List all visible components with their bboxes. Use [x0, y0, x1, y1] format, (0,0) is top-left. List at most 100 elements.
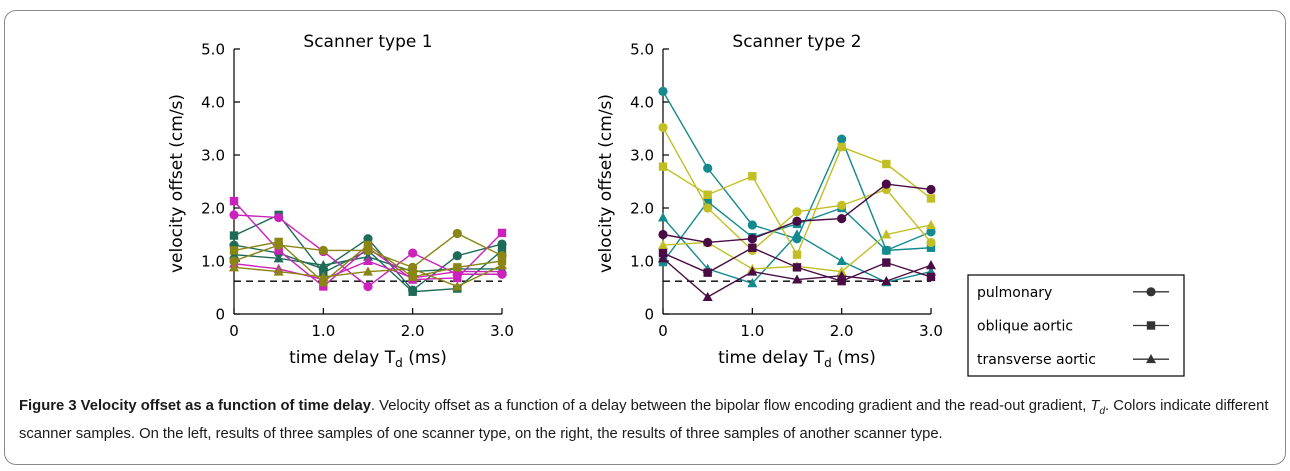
data-point-square: [229, 196, 239, 206]
chart-panel-2: 0 1.0 2.0 3.0 4.0 5.0 0 1.0 2.0 3.0 Scanner type 2…: [596, 32, 1185, 377]
data-point-triangle: [363, 266, 373, 276]
data-point-triangle: [363, 255, 373, 265]
data-point-circle: [658, 229, 668, 240]
data-point-square: [453, 273, 462, 283]
data-point-square: [792, 263, 802, 272]
data-point-square: [274, 246, 283, 255]
data-point-circle: [658, 86, 668, 96]
data-point-square: [229, 231, 239, 240]
series-8: [658, 243, 936, 286]
y-tick-label: 1.0: [630, 253, 654, 271]
data-point-triangle: [747, 278, 758, 288]
data-point-circle: [452, 228, 462, 239]
data-point-circle: [363, 281, 373, 292]
data-point-triangle: [926, 260, 936, 270]
data-point-square: [837, 276, 846, 286]
data-point-circle: [837, 214, 847, 224]
caption-td-symbol: Td: [1090, 398, 1106, 417]
data-point-square: [703, 268, 712, 277]
data-point-square: [363, 240, 373, 250]
x-axis-label-unit: (ms): [403, 348, 447, 368]
series-4: [658, 122, 936, 255]
data-point-triangle: [229, 262, 239, 272]
data-point-square: [229, 246, 239, 255]
data-point-triangle: [497, 266, 507, 276]
y-tick-label: 0: [644, 306, 654, 324]
data-point-square: [319, 282, 328, 291]
data-point-circle: [229, 256, 239, 266]
series-9: [229, 260, 507, 291]
y-tick-label: 2.0: [201, 200, 225, 218]
data-point-square: [319, 278, 328, 287]
data-point-square: [274, 237, 283, 247]
data-point-circle: [792, 207, 802, 217]
y-tick-label: 4.0: [201, 94, 225, 112]
y-tick-label: 2.0: [630, 200, 654, 218]
x-tick-label: 0: [658, 322, 668, 340]
data-point-square: [658, 248, 668, 258]
x-axis-label: time delay Td (ms): [718, 348, 876, 370]
data-point-square: [748, 172, 757, 181]
y-tick-label: 1.0: [201, 253, 225, 271]
data-point-circle: [703, 203, 713, 213]
x-tick-label: 0: [229, 322, 239, 340]
y-tick-label: 5.0: [201, 41, 225, 59]
data-point-triangle: [658, 253, 668, 263]
data-point-triangle: [836, 255, 847, 265]
data-point-circle: [452, 251, 462, 261]
x-tick-label: 1.0: [740, 322, 764, 340]
data-point-triangle: [792, 229, 802, 239]
data-point-triangle: [926, 219, 936, 229]
chart-title: Scanner type 2: [732, 32, 861, 52]
data-point-circle: [274, 212, 284, 223]
data-point-circle: [747, 234, 757, 244]
legend-marker-triangle: [1146, 353, 1156, 364]
x-axis-label-unit: (ms): [832, 348, 876, 368]
data-point-square: [837, 142, 846, 152]
data-point-circle: [658, 122, 668, 133]
x-tick-label: 1.0: [311, 322, 335, 340]
data-point-circle: [229, 210, 239, 220]
data-point-triangle: [318, 271, 329, 281]
series-5: [658, 142, 936, 259]
data-point-square: [497, 246, 507, 255]
data-point-square: [408, 287, 417, 296]
data-point-triangle: [318, 260, 329, 270]
legend: pulmonary oblique aortic transverse aortic: [967, 274, 1185, 377]
y-axis-label: velocity offset (cm/s): [167, 94, 187, 273]
data-point-square: [882, 246, 891, 255]
x-tick-label: 2.0: [401, 322, 425, 340]
data-point-square: [926, 194, 936, 203]
legend-label: oblique aortic: [977, 319, 1073, 335]
data-point-square: [453, 263, 462, 272]
data-point-circle: [926, 227, 936, 237]
x-axis-label-subscript: d: [824, 356, 832, 370]
data-point-square: [703, 197, 712, 206]
y-tick-label: 3.0: [201, 147, 225, 165]
data-point-circle: [408, 248, 418, 258]
caption-text-1: . Velocity offset as a function of a del…: [370, 398, 1091, 414]
x-tick-label: 2.0: [830, 322, 854, 340]
legend-label: transverse aortic: [977, 352, 1096, 368]
series-7: [658, 179, 936, 248]
data-point-square: [408, 272, 417, 282]
data-point-circle: [881, 179, 891, 189]
y-tick-label: 3.0: [630, 147, 654, 165]
data-point-square: [658, 162, 668, 171]
data-point-circle: [318, 245, 328, 255]
x-tick-label: 3.0: [919, 322, 943, 340]
data-point-square: [882, 159, 891, 169]
y-tick-label: 5.0: [630, 41, 654, 59]
series-9: [658, 253, 936, 302]
caption-td-subscript: d: [1099, 405, 1106, 417]
data-point-triangle: [273, 266, 284, 276]
data-point-triangle: [881, 275, 892, 286]
legend-marker-square: [1146, 321, 1156, 330]
data-point-square: [792, 250, 802, 259]
data-point-triangle: [497, 260, 507, 270]
x-axis-label: time delay Td (ms): [289, 348, 447, 370]
figure-frame: 0 1.0 2.0 3.0 4.0 5.0 0 1.0 2.0 3.0 Scanner type 1…: [4, 10, 1286, 465]
x-axis-label-text: time delay T: [718, 348, 825, 368]
y-tick-label: 4.0: [630, 94, 654, 112]
data-point-triangle: [658, 212, 668, 222]
